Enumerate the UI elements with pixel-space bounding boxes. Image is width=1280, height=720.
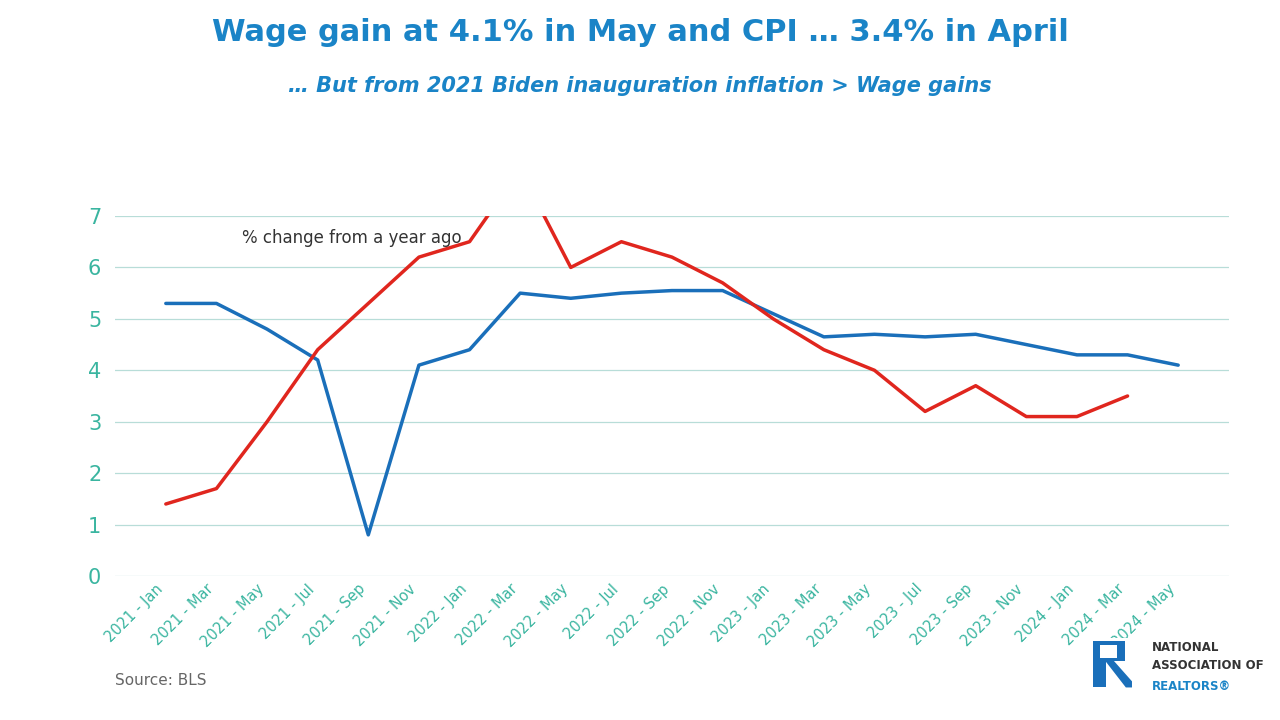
Polygon shape bbox=[1105, 660, 1132, 688]
Bar bbox=[1100, 644, 1117, 658]
Text: REALTORS®: REALTORS® bbox=[1152, 680, 1231, 693]
Text: % change from a year ago: % change from a year ago bbox=[242, 229, 461, 247]
Text: Wage gain at 4.1% in May and CPI … 3.4% in April: Wage gain at 4.1% in May and CPI … 3.4% … bbox=[211, 18, 1069, 47]
Text: NATIONAL
ASSOCIATION OF: NATIONAL ASSOCIATION OF bbox=[1152, 641, 1263, 672]
Text: … But from 2021 Biden inauguration inflation > Wage gains: … But from 2021 Biden inauguration infla… bbox=[288, 76, 992, 96]
Bar bbox=[1093, 641, 1125, 660]
Bar bbox=[1085, 638, 1139, 690]
Bar bbox=[1093, 641, 1106, 688]
Text: Source: BLS: Source: BLS bbox=[115, 672, 206, 688]
